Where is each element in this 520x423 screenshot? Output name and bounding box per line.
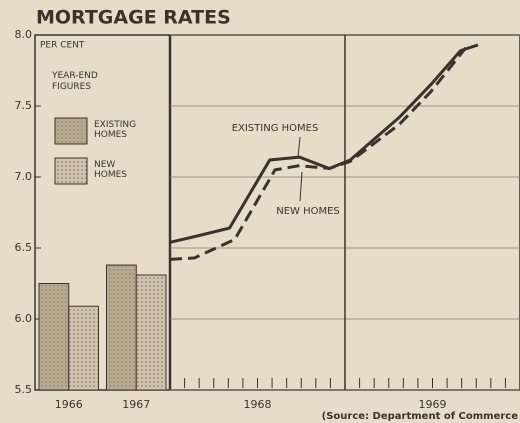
y-tick-label: 7.5 bbox=[15, 99, 33, 112]
y-tick-label: 5.5 bbox=[15, 383, 33, 396]
x-tick-label: 1967 bbox=[122, 398, 150, 411]
y-tick-label: 6.0 bbox=[15, 312, 33, 325]
line-label: NEW HOMES bbox=[276, 206, 340, 217]
bar-texture bbox=[39, 284, 69, 391]
note: PER CENT bbox=[40, 41, 85, 51]
source: (Source: Department of Commerce bbox=[322, 411, 519, 422]
line-label: EXISTING HOMES bbox=[232, 123, 319, 134]
x-tick-label: 1966 bbox=[55, 398, 83, 411]
x-tick-label: 1969 bbox=[419, 398, 447, 411]
chart: MORTGAGE RATES (Source: Department of Co… bbox=[0, 0, 520, 423]
chart-title: MORTGAGE RATES bbox=[36, 7, 231, 29]
bar-texture bbox=[107, 265, 137, 390]
bar-texture bbox=[69, 306, 99, 390]
y-tick-label: 7.0 bbox=[15, 170, 33, 183]
page: MORTGAGE RATES (Source: Department of Co… bbox=[0, 0, 520, 423]
legend-swatch-texture bbox=[55, 118, 87, 144]
legend-swatch-texture bbox=[55, 158, 87, 184]
x-tick-label: 1968 bbox=[244, 398, 272, 411]
y-tick-label: 8.0 bbox=[15, 28, 33, 41]
y-tick-label: 6.5 bbox=[15, 241, 33, 254]
bar-texture bbox=[136, 275, 166, 390]
